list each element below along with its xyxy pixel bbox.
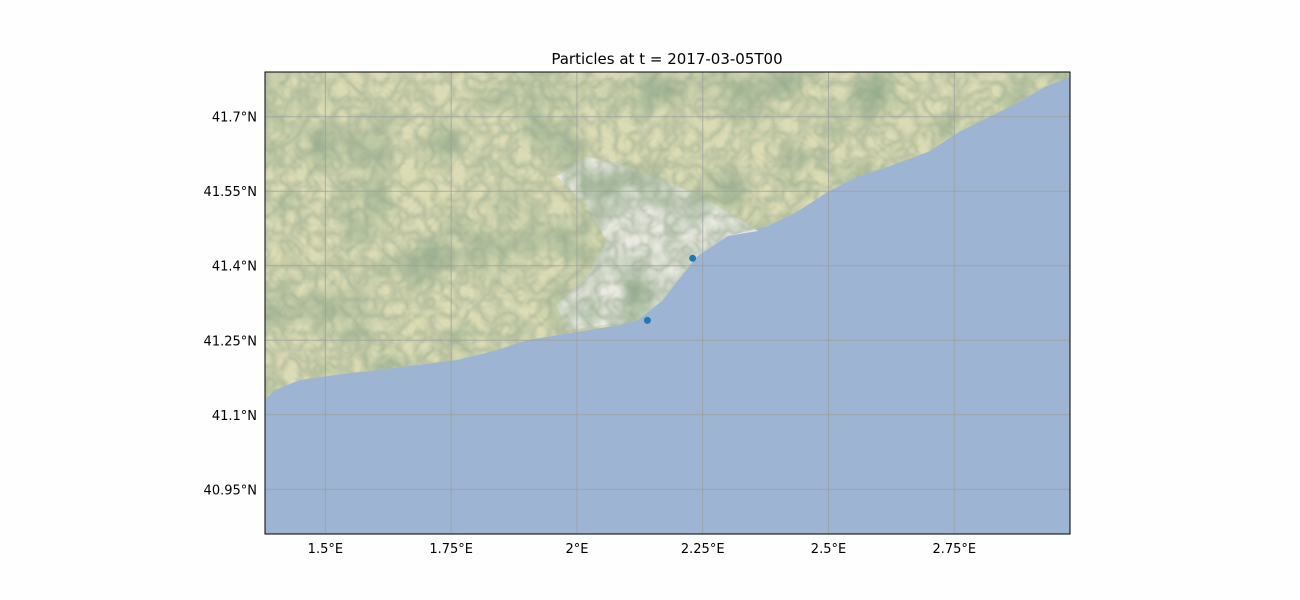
map-area xyxy=(265,72,1070,534)
lon-tick-label: 2°E xyxy=(565,542,588,557)
lon-tick-label: 2.5°E xyxy=(811,542,846,557)
lon-tick-label: 1.5°E xyxy=(308,542,343,557)
particle-markers xyxy=(643,254,697,324)
gridlines xyxy=(265,72,1070,534)
lat-tick-label: 41.7°N xyxy=(212,111,257,126)
lon-tick-label: 2.75°E xyxy=(932,542,976,557)
lon-tick-label: 2.25°E xyxy=(681,542,725,557)
particle-marker-1 xyxy=(643,316,651,324)
map-frame xyxy=(264,71,1071,535)
lat-tick-label: 40.95°N xyxy=(204,483,257,498)
particle-marker-0 xyxy=(689,254,697,262)
map-title: Particles at t = 2017-03-05T00 xyxy=(551,50,782,68)
lon-tick-label: 1.75°E xyxy=(429,542,473,557)
terrain-texture xyxy=(265,72,1070,400)
latitude-ticks: 40.95°N 41.1°N 41.25°N 41.4°N 41.55°N 41.7°N xyxy=(204,111,257,499)
longitude-ticks: 1.5°E 1.75°E 2°E 2.25°E 2.5°E 2.75°E xyxy=(308,542,976,557)
lat-tick-label: 41.25°N xyxy=(204,334,257,349)
lat-tick-label: 41.55°N xyxy=(204,185,257,200)
lat-tick-label: 41.4°N xyxy=(212,260,257,275)
lat-tick-label: 41.1°N xyxy=(212,409,257,424)
